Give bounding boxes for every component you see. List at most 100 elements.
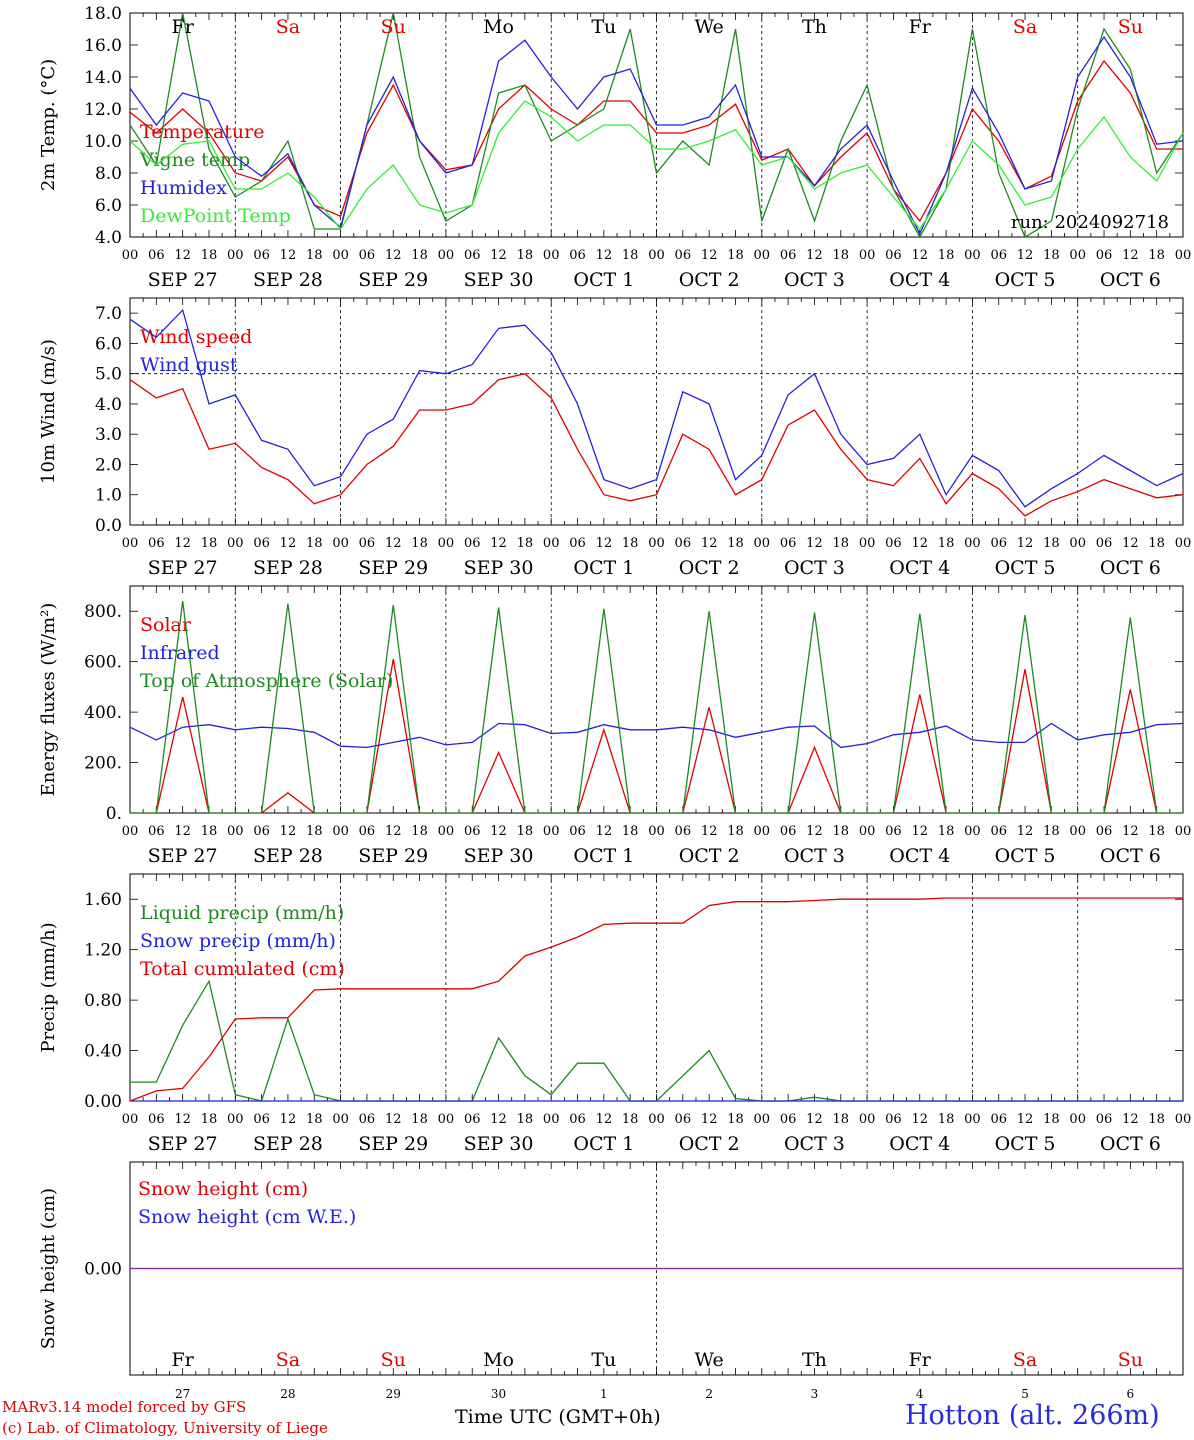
footer-time-axis-label: Time UTC (GMT+0h) — [455, 1406, 661, 1428]
date-label: OCT 5 — [995, 1133, 1056, 1155]
hour-tick-label: 00 — [1069, 248, 1086, 263]
hour-tick-label: 00 — [122, 824, 139, 839]
hour-tick-label: 12 — [1122, 536, 1139, 551]
y-tick-label: 0.00 — [84, 1092, 122, 1112]
weekday-label-bottom: We — [695, 1349, 724, 1371]
hour-tick-label: 18 — [1148, 824, 1165, 839]
hour-tick-label: 06 — [464, 824, 481, 839]
hour-tick-label: 00 — [648, 536, 665, 551]
hour-tick-label: 06 — [359, 824, 376, 839]
hour-tick-label: 00 — [859, 536, 876, 551]
date-label: SEP 30 — [464, 1133, 534, 1155]
hour-tick-label: 00 — [964, 824, 981, 839]
hour-tick-label: 18 — [411, 824, 428, 839]
legend-entry: Infrared — [140, 642, 220, 664]
legend-entry: Wind speed — [140, 326, 252, 348]
y-tick-label: 0.00 — [84, 1260, 122, 1280]
hour-tick-label: 18 — [938, 536, 955, 551]
date-label: OCT 6 — [1100, 1133, 1161, 1155]
y-tick-label: 600. — [84, 653, 122, 673]
hour-tick-label: 00 — [438, 824, 455, 839]
legend-entry: Snow height (cm W.E.) — [138, 1206, 356, 1228]
hour-tick-label: 12 — [806, 536, 823, 551]
day-number-label: 29 — [386, 1387, 401, 1400]
hour-tick-label: 00 — [438, 1112, 455, 1127]
hour-tick-label: 12 — [596, 1112, 613, 1127]
weekday-label-top: Fr — [172, 16, 195, 38]
hour-tick-label: 18 — [727, 1112, 744, 1127]
weekday-label-top: Sa — [1013, 16, 1037, 38]
hour-tick-label: 06 — [990, 1112, 1007, 1127]
hour-tick-label: 00 — [859, 1112, 876, 1127]
weekday-label-top: Mo — [483, 16, 514, 38]
legend-entry: Humidex — [140, 177, 227, 199]
hour-tick-label: 12 — [174, 248, 191, 263]
hour-tick-label: 06 — [990, 536, 1007, 551]
hour-tick-label: 12 — [596, 248, 613, 263]
date-label: OCT 4 — [889, 557, 950, 579]
y-tick-label: 2.0 — [95, 455, 122, 475]
hour-tick-label: 12 — [596, 824, 613, 839]
y-axis-label: Energy fluxes (W/m²) — [38, 603, 59, 797]
hour-tick-label: 06 — [675, 824, 692, 839]
date-label: OCT 6 — [1100, 269, 1161, 291]
y-tick-label: 5.0 — [95, 365, 122, 385]
date-label: OCT 3 — [784, 845, 845, 867]
hour-tick-label: 18 — [1043, 1112, 1060, 1127]
hour-tick-label: 00 — [754, 1112, 771, 1127]
hour-tick-label: 18 — [411, 536, 428, 551]
hour-tick-label: 12 — [911, 536, 928, 551]
y-axis-label: Snow height (cm) — [38, 1188, 59, 1349]
hour-tick-label: 18 — [517, 824, 534, 839]
hour-tick-label: 00 — [227, 1112, 244, 1127]
date-label: OCT 2 — [679, 845, 740, 867]
hour-tick-label: 12 — [280, 536, 297, 551]
hour-tick-label: 12 — [490, 824, 507, 839]
hour-tick-label: 00 — [648, 1112, 665, 1127]
hour-tick-label: 06 — [464, 536, 481, 551]
date-label: OCT 6 — [1100, 557, 1161, 579]
hour-tick-label: 12 — [1122, 248, 1139, 263]
hour-tick-label: 00 — [332, 1112, 349, 1127]
hour-tick-label: 06 — [885, 536, 902, 551]
hour-tick-label: 00 — [122, 536, 139, 551]
y-tick-label: 3.0 — [95, 425, 122, 445]
hour-tick-label: 12 — [806, 248, 823, 263]
hour-tick-label: 18 — [727, 248, 744, 263]
y-tick-label: 7.0 — [95, 304, 122, 324]
hour-tick-label: 18 — [1148, 248, 1165, 263]
hour-tick-label: 12 — [701, 248, 718, 263]
hour-tick-label: 18 — [201, 536, 218, 551]
y-tick-label: 6.0 — [95, 196, 122, 216]
footer-model-credit: MARv3.14 model forced by GFS — [2, 1398, 247, 1416]
y-tick-label: 16.0 — [84, 36, 122, 56]
weekday-label-top: Fr — [909, 16, 932, 38]
hour-tick-label: 12 — [490, 536, 507, 551]
hour-tick-label: 12 — [280, 248, 297, 263]
hour-tick-label: 00 — [648, 824, 665, 839]
y-tick-label: 800. — [84, 602, 122, 622]
date-label: OCT 4 — [889, 845, 950, 867]
date-label: SEP 27 — [148, 269, 218, 291]
hour-tick-label: 06 — [148, 1112, 165, 1127]
hour-tick-label: 12 — [701, 824, 718, 839]
hour-tick-label: 18 — [201, 1112, 218, 1127]
hour-tick-label: 00 — [754, 248, 771, 263]
hour-tick-label: 18 — [517, 248, 534, 263]
y-tick-label: 8.0 — [95, 164, 122, 184]
weekday-label-bottom: Su — [1118, 1349, 1143, 1371]
hour-tick-label: 12 — [174, 536, 191, 551]
hour-tick-label: 00 — [438, 536, 455, 551]
weekday-label-top: Su — [381, 16, 406, 38]
hour-tick-label: 18 — [833, 1112, 850, 1127]
hour-tick-label: 06 — [464, 248, 481, 263]
hour-tick-label: 12 — [280, 1112, 297, 1127]
y-tick-label: 1.20 — [84, 941, 122, 961]
hour-tick-label: 00 — [543, 536, 560, 551]
hour-tick-label: 12 — [490, 1112, 507, 1127]
legend-entry: DewPoint Temp — [140, 205, 291, 227]
hour-tick-label: 06 — [253, 536, 270, 551]
hour-tick-label: 18 — [1148, 1112, 1165, 1127]
series-line-vigne-temp — [129, 12, 1184, 239]
hour-tick-label: 18 — [517, 1112, 534, 1127]
